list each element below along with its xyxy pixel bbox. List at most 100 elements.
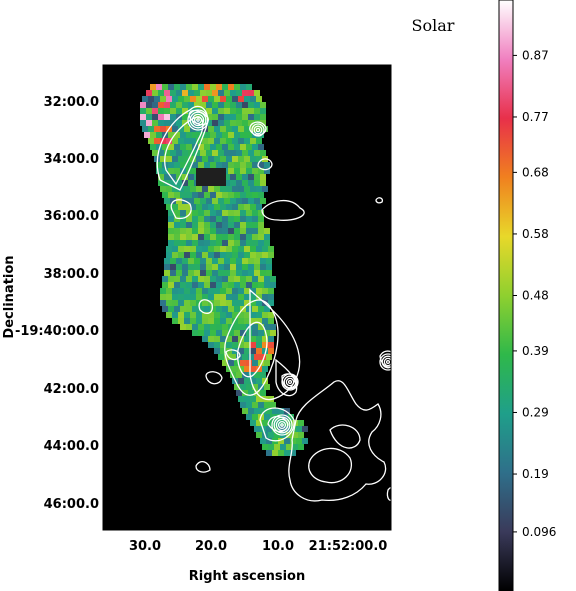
- heatmap-cell: [182, 114, 188, 120]
- heatmap-cell: [224, 198, 230, 204]
- heatmap-cell: [212, 90, 218, 96]
- heatmap-cell: [268, 342, 274, 348]
- heatmap-cell: [176, 258, 182, 264]
- heatmap-cell: [216, 132, 222, 138]
- heatmap-cell: [252, 192, 258, 198]
- heatmap-cell: [222, 192, 228, 198]
- heatmap-cell: [180, 162, 186, 168]
- heatmap-cell: [222, 222, 228, 228]
- colorbar-tick-label: 0.68: [522, 165, 549, 179]
- heatmap-cell: [234, 276, 240, 282]
- heatmap-cell: [170, 270, 176, 276]
- heatmap-cell: [158, 114, 164, 120]
- contour-peak: [285, 377, 295, 387]
- heatmap-cell: [214, 318, 220, 324]
- heatmap-cell: [238, 318, 244, 324]
- heatmap-cell: [236, 198, 242, 204]
- heatmap-cell: [258, 330, 264, 336]
- heatmap-cell: [176, 108, 182, 114]
- heatmap-cell: [204, 144, 210, 150]
- heatmap-cell: [220, 300, 226, 306]
- heatmap-cell: [198, 234, 204, 240]
- heatmap-cell: [252, 276, 258, 282]
- heatmap-cell: [202, 300, 208, 306]
- heatmap-cell: [188, 150, 194, 156]
- heatmap-cell: [216, 330, 222, 336]
- heatmap-cell: [264, 324, 270, 330]
- heatmap-cell: [196, 294, 202, 300]
- heatmap-cell: [266, 426, 272, 432]
- heatmap-cell: [254, 258, 260, 264]
- heatmap-cell: [218, 258, 224, 264]
- heatmap-cell: [220, 318, 226, 324]
- heatmap-cell: [266, 408, 272, 414]
- heatmap-cell: [152, 120, 158, 126]
- heatmap-cell: [262, 342, 268, 348]
- heatmap-cell: [172, 300, 178, 306]
- heatmap-cell: [238, 294, 244, 300]
- heatmap-cell: [176, 198, 182, 204]
- heatmap-cell: [234, 192, 240, 198]
- heatmap-cell: [154, 126, 160, 132]
- heatmap-cell: [224, 174, 230, 180]
- heatmap-cell: [258, 192, 264, 198]
- heatmap-cell: [244, 342, 250, 348]
- heatmap-cell: [212, 114, 218, 120]
- heatmap-cell: [192, 306, 198, 312]
- heatmap-cell: [290, 450, 296, 456]
- heatmap-cell: [224, 102, 230, 108]
- heatmap-cell: [170, 174, 176, 180]
- heatmap-cell: [214, 186, 220, 192]
- heatmap-cell: [198, 222, 204, 228]
- colorbar-tick-label: 0.19: [522, 467, 549, 481]
- heatmap-cell: [186, 162, 192, 168]
- heatmap-cell: [152, 114, 158, 120]
- heatmap-cell: [264, 330, 270, 336]
- heatmap-cell: [272, 408, 278, 414]
- heatmap-cell: [140, 108, 146, 114]
- heatmap-cell: [230, 150, 236, 156]
- heatmap-cell: [232, 366, 238, 372]
- heatmap-cell: [204, 276, 210, 282]
- contour-line: [195, 460, 211, 473]
- heatmap-cell: [192, 240, 198, 246]
- heatmap-cell: [242, 102, 248, 108]
- heatmap-cell: [262, 312, 268, 318]
- heatmap-cell: [204, 222, 210, 228]
- heatmap-cell: [272, 450, 278, 456]
- heatmap-cell: [262, 288, 268, 294]
- heatmap-cell: [244, 378, 250, 384]
- heatmap-cell: [228, 240, 234, 246]
- contour-line: [288, 380, 387, 502]
- heatmap-cell: [260, 108, 266, 114]
- colorbar-tick-label: 0.58: [522, 227, 549, 241]
- heatmap-cell: [168, 228, 174, 234]
- heatmap-cell: [256, 420, 262, 426]
- heatmap-cell: [298, 432, 304, 438]
- heatmap-cell: [184, 318, 190, 324]
- heatmap-cell: [226, 126, 232, 132]
- heatmap-cell: [158, 108, 164, 114]
- heatmap-cell: [172, 204, 178, 210]
- heatmap-cell: [232, 186, 238, 192]
- heatmap-cell: [210, 306, 216, 312]
- heatmap-cell: [268, 300, 274, 306]
- heatmap-cell: [192, 234, 198, 240]
- heatmap-cell: [178, 156, 184, 162]
- heatmap-cell: [218, 198, 224, 204]
- heatmap-cell: [226, 312, 232, 318]
- heatmap-cell: [264, 168, 270, 174]
- heatmap-cell: [156, 132, 162, 138]
- heatmap-cell: [168, 162, 174, 168]
- heatmap-cell: [226, 186, 232, 192]
- heatmap-cell: [216, 210, 222, 216]
- heatmap-cell: [248, 90, 254, 96]
- heatmap-cell: [244, 138, 250, 144]
- contour-line: [375, 197, 384, 204]
- heatmap-cell: [202, 186, 208, 192]
- heatmap-cell: [258, 210, 264, 216]
- heatmap-cell: [198, 210, 204, 216]
- heatmap-cell: [186, 216, 192, 222]
- heatmap-cell: [248, 198, 254, 204]
- heatmap-cell: [230, 102, 236, 108]
